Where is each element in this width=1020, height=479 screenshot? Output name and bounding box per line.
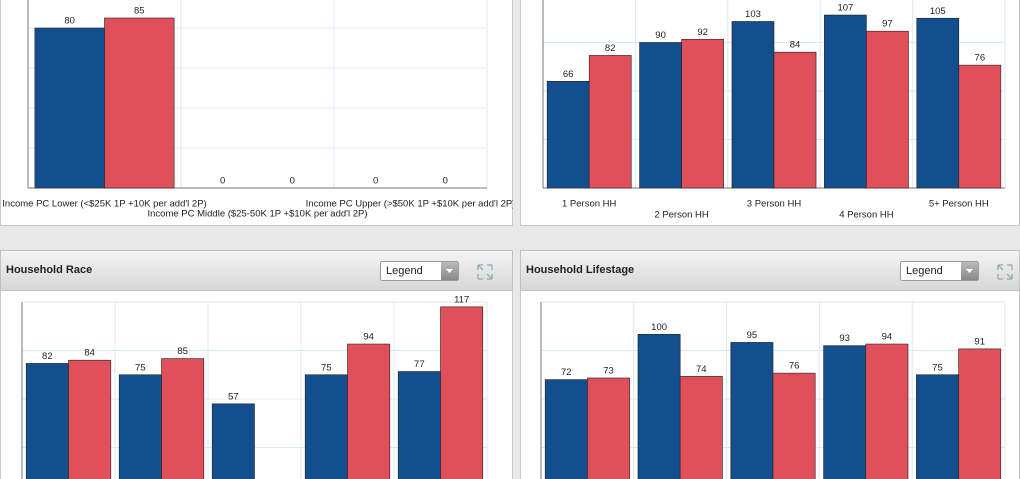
bar [773,51,817,189]
value-label: 77 [414,359,425,370]
value-label: 75 [932,362,943,373]
x-tick-label: 4 Person HH [839,210,894,221]
bar [546,81,590,189]
bar [772,372,816,479]
bar [68,359,112,479]
value-label: 93 [839,333,850,344]
bar [25,363,69,479]
bar [730,342,774,479]
bar [637,334,681,479]
bar [958,64,1002,189]
value-label: 105 [930,6,946,17]
x-tick-label: 1 Person HH [562,199,617,210]
bar [731,21,775,189]
value-label: 72 [561,367,572,378]
bar [681,38,724,189]
value-label: 100 [651,322,667,333]
legend-dropdown[interactable] [380,261,459,281]
panel-title: Household Lifestage [526,264,634,276]
expand-icon[interactable] [997,264,1013,280]
bar [587,377,630,479]
bar [916,374,959,479]
bar [958,348,1002,479]
bar [347,343,391,479]
dropdown-arrow [446,269,453,273]
value-label: 95 [747,330,758,341]
x-tick-label: 5+ Person HH [929,199,989,210]
x-tick-label: 2 Person HH [654,210,709,221]
bar [544,379,588,479]
value-label: 103 [745,9,761,20]
x-tick-label: 3 Person HH [747,199,802,210]
x-tick-label: Income PC Middle ($25-50K 1P +$10K per a… [147,209,367,220]
bar [304,374,348,479]
value-label: 94 [882,332,893,343]
value-label: 76 [975,53,986,64]
x-tick-label: Income PC Lower (<$25K 1P +10K per add'l… [2,199,206,210]
value-label: 75 [321,362,332,373]
bar [161,358,205,479]
value-label: 0 [290,176,295,187]
bar [588,55,632,189]
value-label: 85 [177,346,188,357]
chart-panel: 1 Person HH 66 82 2 Person HH 90 92 3 Person H… [520,0,1020,226]
value-label: 85 [134,6,145,17]
bar [440,306,484,479]
value-label: 84 [790,40,801,51]
value-label: 57 [228,391,239,402]
bar [824,14,867,189]
chart-panel: Income PC Lower (<$25K 1P +10K per add'l… [0,0,516,226]
value-label: 92 [697,27,708,38]
bar [118,374,162,479]
value-label: 97 [882,19,893,30]
value-label: 0 [443,176,448,187]
bar [916,17,960,189]
chart-panel: Household Lifestage Legend 72 73 100 74 95 76 93… [520,250,1020,479]
value-label: 0 [220,176,225,187]
value-label: 94 [363,332,374,343]
value-label: 0 [373,176,378,187]
bar [823,345,867,479]
chart-panel: Household Race Legend 82 84 75 85 57 75 94 77 117 [0,250,513,479]
bar [679,376,723,479]
value-label: 90 [655,30,666,41]
bar [104,17,175,189]
expand-icon[interactable] [477,264,493,280]
value-label: 80 [64,16,75,27]
bar [639,42,682,189]
bar [865,343,909,479]
value-label: 107 [837,3,853,14]
value-label: 84 [84,348,95,359]
legend-dropdown[interactable] [900,261,979,281]
dropdown-arrow [966,269,973,273]
value-label: 66 [563,69,574,80]
value-label: 74 [696,364,707,375]
legend-button-label[interactable]: Legend [386,265,423,277]
value-label: 82 [42,351,53,362]
bar [397,371,441,479]
bar [866,30,909,189]
bar [34,27,105,189]
x-tick-label: Income PC Upper (>$50K 1P +$10K per add'… [306,199,516,210]
value-label: 76 [789,361,800,372]
value-label: 82 [605,43,616,54]
value-label: 75 [135,362,146,373]
value-label: 117 [454,294,469,305]
value-label: 91 [974,336,985,347]
legend-button-label[interactable]: Legend [906,265,943,277]
panel-title: Household Race [6,264,92,276]
bar [211,403,255,479]
value-label: 73 [603,365,614,376]
